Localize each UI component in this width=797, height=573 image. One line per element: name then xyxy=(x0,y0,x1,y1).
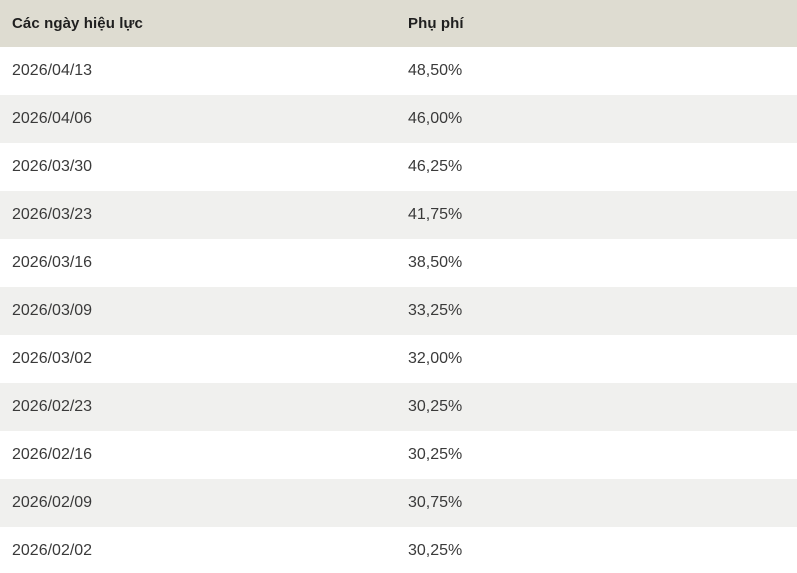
effective-date-cell: 2026/03/30 xyxy=(0,143,396,191)
table-body: 2026/04/13 48,50% 2026/04/06 46,00% 2026/03/… xyxy=(0,47,797,573)
effective-date-cell: 2026/03/09 xyxy=(0,287,396,335)
table-header: Các ngày hiệu lực Phụ phí xyxy=(0,0,797,47)
table-row: 2026/03/23 41,75% xyxy=(0,191,797,239)
surcharge-cell: 30,75% xyxy=(396,479,797,527)
surcharge-cell: 30,25% xyxy=(396,527,797,573)
effective-date-cell: 2026/03/23 xyxy=(0,191,396,239)
table-row: 2026/04/06 46,00% xyxy=(0,95,797,143)
table-row: 2026/02/23 30,25% xyxy=(0,383,797,431)
surcharge-cell: 48,50% xyxy=(396,47,797,95)
table-row: 2026/02/16 30,25% xyxy=(0,431,797,479)
table-header-row: Các ngày hiệu lực Phụ phí xyxy=(0,0,797,47)
surcharge-cell: 38,50% xyxy=(396,239,797,287)
surcharge-cell: 30,25% xyxy=(396,431,797,479)
surcharge-cell: 46,00% xyxy=(396,95,797,143)
effective-date-cell: 2026/02/23 xyxy=(0,383,396,431)
column-header-surcharge: Phụ phí xyxy=(396,0,797,47)
surcharge-cell: 41,75% xyxy=(396,191,797,239)
effective-date-cell: 2026/02/02 xyxy=(0,527,396,573)
table-row: 2026/04/13 48,50% xyxy=(0,47,797,95)
table-row: 2026/02/09 30,75% xyxy=(0,479,797,527)
surcharge-cell: 30,25% xyxy=(396,383,797,431)
table-row: 2026/03/16 38,50% xyxy=(0,239,797,287)
effective-date-cell: 2026/02/16 xyxy=(0,431,396,479)
column-header-effective-dates: Các ngày hiệu lực xyxy=(0,0,396,47)
table-row: 2026/03/30 46,25% xyxy=(0,143,797,191)
effective-date-cell: 2026/04/13 xyxy=(0,47,396,95)
table-row: 2026/02/02 30,25% xyxy=(0,527,797,573)
effective-date-cell: 2026/04/06 xyxy=(0,95,396,143)
surcharge-cell: 32,00% xyxy=(396,335,797,383)
table-row: 2026/03/02 32,00% xyxy=(0,335,797,383)
effective-date-cell: 2026/02/09 xyxy=(0,479,396,527)
effective-date-cell: 2026/03/16 xyxy=(0,239,396,287)
surcharge-cell: 33,25% xyxy=(396,287,797,335)
effective-date-cell: 2026/03/02 xyxy=(0,335,396,383)
surcharge-cell: 46,25% xyxy=(396,143,797,191)
table-row: 2026/03/09 33,25% xyxy=(0,287,797,335)
